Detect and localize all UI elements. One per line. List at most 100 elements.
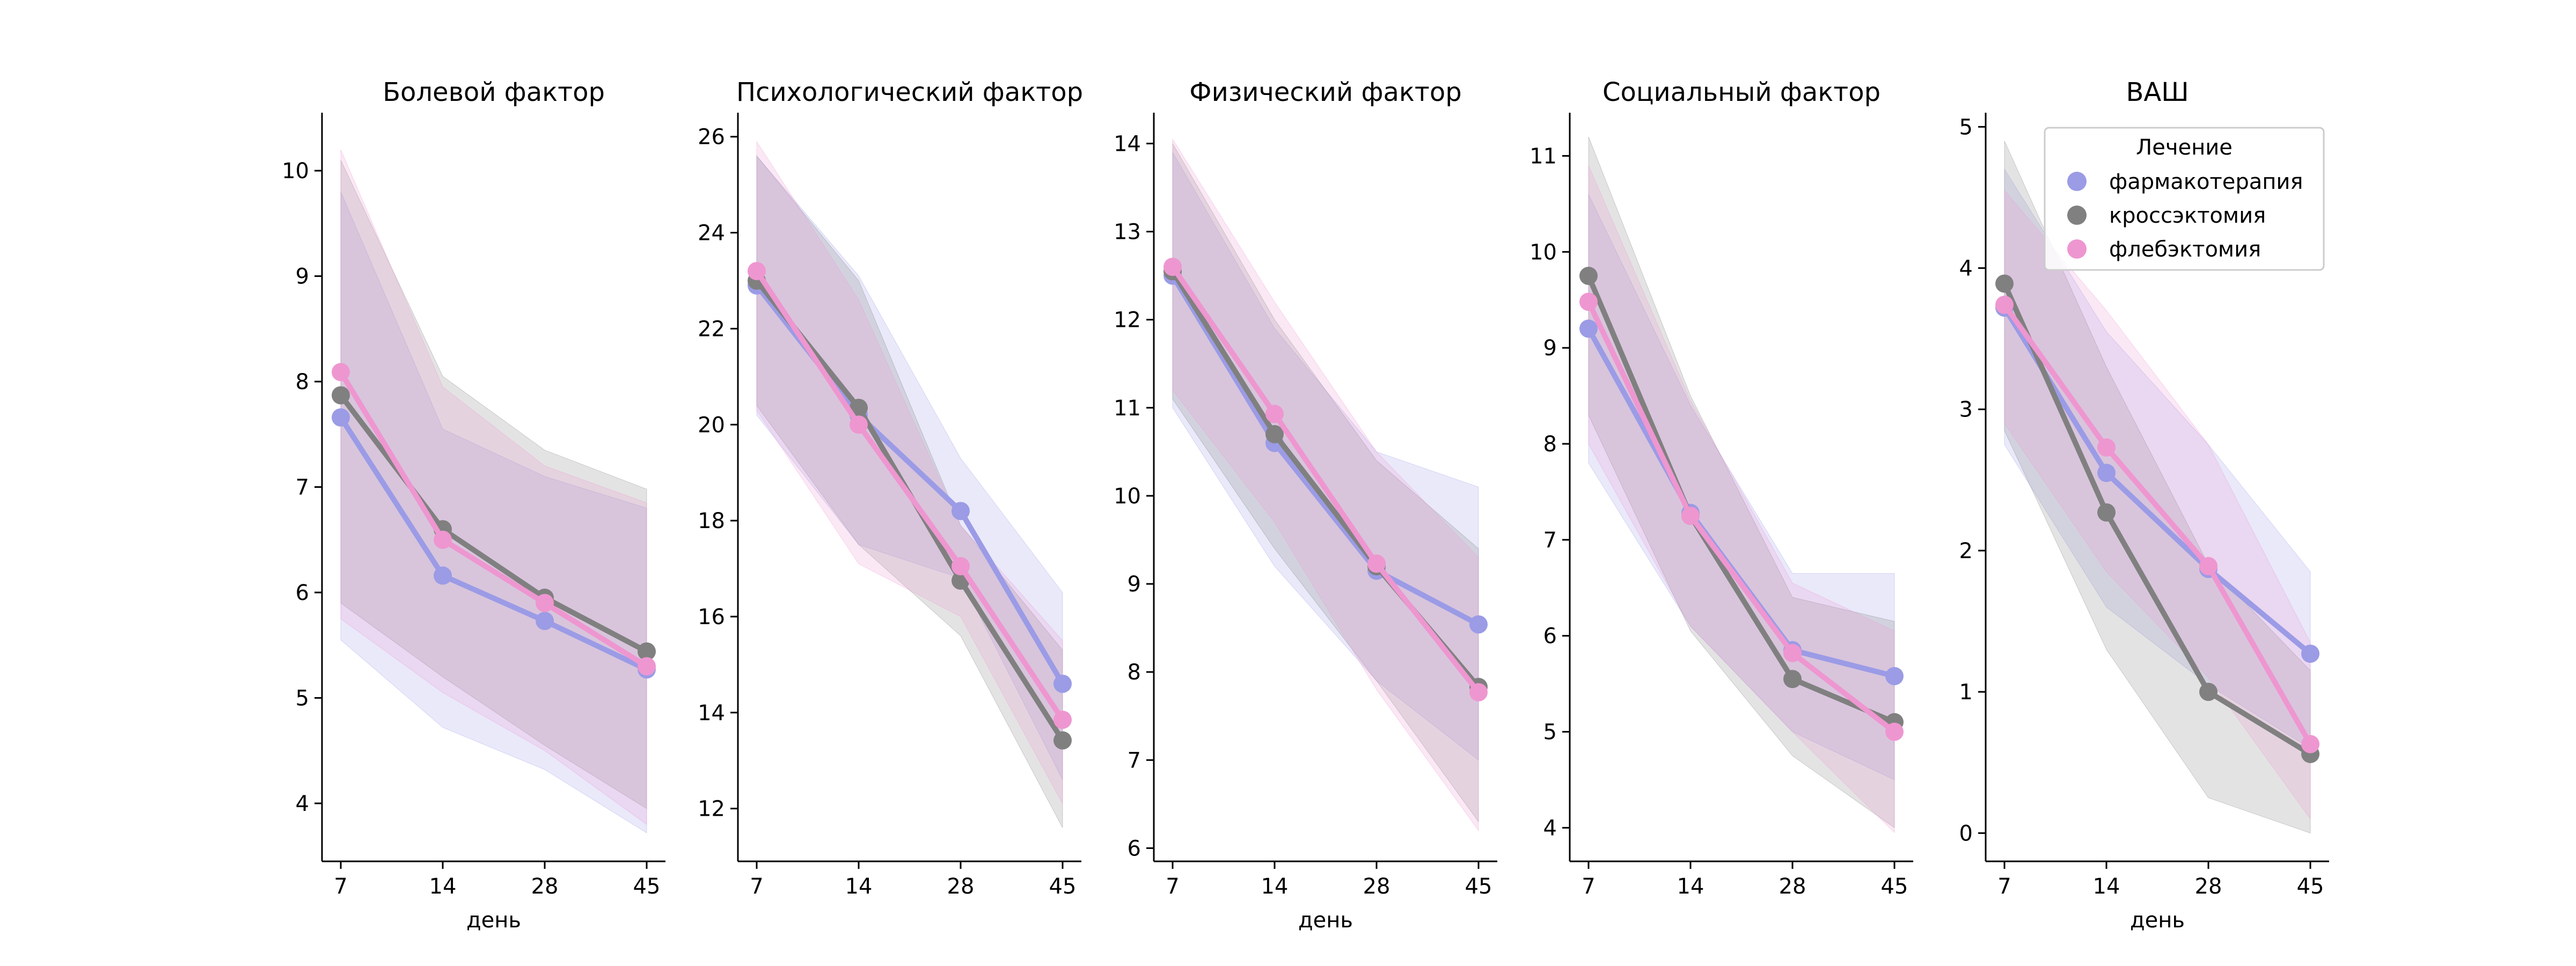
data-point-фармакотерапия-14 bbox=[434, 566, 452, 585]
x-axis-label: день bbox=[2130, 908, 2185, 933]
data-point-флебэктомия-45 bbox=[1053, 711, 1072, 729]
y-tick-label: 9 bbox=[296, 265, 309, 289]
data-point-флебэктомия-7 bbox=[748, 262, 766, 281]
x-tick-label: 45 bbox=[1465, 874, 1492, 899]
legend-marker-фармакотерапия bbox=[2067, 172, 2087, 191]
data-point-флебэктомия-7 bbox=[1579, 292, 1598, 311]
legend-box bbox=[2044, 127, 2325, 271]
series-line-кроссэктомия bbox=[2002, 281, 2313, 757]
data-point-фармакотерапия-45 bbox=[2301, 645, 2319, 663]
y-tick-label: 26 bbox=[698, 125, 725, 150]
y-tick-label: 24 bbox=[698, 221, 725, 246]
data-point-флебэктомия-45 bbox=[1469, 683, 1488, 701]
y-tick-label: 12 bbox=[1114, 308, 1141, 333]
ci-band-фармакотерапия bbox=[340, 192, 647, 833]
data-point-фармакотерапия-45 bbox=[1053, 675, 1072, 693]
y-tick-label: 7 bbox=[296, 475, 309, 500]
x-tick-label: 14 bbox=[429, 874, 457, 899]
panel-2: Психологический фактор 12 14 16 18 20 22 24 26 7 1… bbox=[698, 77, 1083, 899]
data-point-флебэктомия-28 bbox=[1367, 554, 1386, 573]
ci-band-флебэктомия bbox=[756, 140, 1063, 804]
x-tick-label: 28 bbox=[2195, 874, 2222, 899]
y-tick-label: 5 bbox=[296, 686, 309, 711]
y-tick-label: 1 bbox=[1959, 680, 1973, 705]
series-line-фармакотерапия bbox=[338, 414, 649, 672]
data-point-кроссэктомия-45 bbox=[638, 642, 656, 661]
data-point-флебэктомия-14 bbox=[2097, 438, 2116, 457]
data-point-флебэктомия-28 bbox=[2199, 557, 2218, 575]
data-point-флебэктомия-14 bbox=[1265, 405, 1284, 423]
y-tick-label: 6 bbox=[296, 581, 309, 605]
legend-entry-кроссэктомия: кроссэктомия bbox=[2109, 203, 2266, 228]
y-tick-label: 14 bbox=[1114, 131, 1141, 156]
data-point-фармакотерапия-45 bbox=[1885, 667, 1904, 685]
data-point-кроссэктомия-7 bbox=[332, 386, 350, 405]
y-tick-label: 6 bbox=[1128, 836, 1141, 861]
data-point-кроссэктомия-14 bbox=[850, 398, 868, 417]
y-tick-label: 10 bbox=[1114, 484, 1141, 509]
data-point-фармакотерапия-7 bbox=[1579, 319, 1598, 338]
data-point-флебэктомия-28 bbox=[952, 557, 970, 576]
y-tick-label: 14 bbox=[698, 701, 725, 726]
series-line-флебэктомия bbox=[754, 268, 1065, 723]
x-axis-label: день bbox=[1298, 908, 1353, 933]
x-tick-label: 7 bbox=[334, 874, 347, 899]
data-point-флебэктомия-14 bbox=[850, 415, 868, 434]
y-tick-label: 6 bbox=[1543, 624, 1557, 649]
x-tick-label: 14 bbox=[845, 874, 873, 899]
data-point-флебэктомия-7 bbox=[1995, 295, 2014, 314]
y-tick-label: 7 bbox=[1128, 748, 1141, 773]
series-line-фармакотерапия bbox=[2002, 305, 2313, 657]
y-tick-label: 9 bbox=[1543, 336, 1557, 361]
series-line-флебэктомия bbox=[338, 369, 649, 669]
data-point-фармакотерапия-45 bbox=[1469, 615, 1488, 634]
data-point-фармакотерапия-7 bbox=[332, 408, 350, 427]
x-tick-label: 45 bbox=[1881, 874, 1908, 899]
series-line-фармакотерапия bbox=[1170, 273, 1481, 627]
x-tick-label: 7 bbox=[1582, 874, 1595, 899]
y-tick-label: 10 bbox=[282, 159, 309, 184]
y-tick-label: 20 bbox=[698, 413, 725, 437]
data-point-кроссэктомия-7 bbox=[1995, 274, 2014, 293]
legend-entry-фармакотерапия: фармакотерапия bbox=[2109, 170, 2303, 194]
y-tick-label: 18 bbox=[698, 509, 725, 533]
y-tick-label: 0 bbox=[1959, 821, 1973, 846]
data-point-флебэктомия-45 bbox=[1885, 722, 1904, 741]
ci-band-кроссэктомия bbox=[340, 160, 647, 809]
y-tick-label: 5 bbox=[1959, 115, 1973, 140]
legend-entry-флебэктомия: флебэктомия bbox=[2109, 237, 2261, 262]
y-tick-label: 7 bbox=[1543, 528, 1557, 553]
panel-title: Психологический фактор bbox=[736, 77, 1083, 107]
ci-band-флебэктомия bbox=[340, 149, 647, 825]
data-point-кроссэктомия-14 bbox=[2097, 503, 2116, 522]
x-tick-label: 45 bbox=[1049, 874, 1077, 899]
y-tick-label: 2 bbox=[1959, 539, 1973, 564]
data-point-кроссэктомия-28 bbox=[1783, 670, 1802, 689]
y-tick-label: 5 bbox=[1543, 720, 1557, 745]
data-point-фармакотерапия-28 bbox=[536, 612, 554, 631]
data-point-флебэктомия-7 bbox=[1163, 258, 1182, 276]
y-tick-label: 8 bbox=[1543, 432, 1557, 457]
y-tick-label: 4 bbox=[1959, 257, 1973, 281]
y-tick-label: 16 bbox=[698, 605, 725, 630]
x-tick-label: 45 bbox=[633, 874, 661, 899]
panel-title: Социальный фактор bbox=[1602, 77, 1880, 107]
y-tick-label: 10 bbox=[1529, 240, 1557, 265]
data-point-флебэктомия-28 bbox=[536, 594, 554, 612]
series-line-кроссэктомия bbox=[1586, 273, 1897, 725]
x-tick-label: 7 bbox=[1166, 874, 1179, 899]
data-point-фармакотерапия-28 bbox=[952, 502, 970, 521]
data-point-кроссэктомия-28 bbox=[2199, 683, 2218, 701]
y-tick-label: 12 bbox=[698, 797, 725, 822]
x-tick-label: 28 bbox=[1779, 874, 1806, 899]
x-tick-label: 7 bbox=[750, 874, 763, 899]
data-point-флебэктомия-7 bbox=[332, 363, 350, 382]
series-line-флебэктомия bbox=[2002, 302, 2313, 747]
y-tick-label: 4 bbox=[296, 792, 309, 816]
data-point-фармакотерапия-14 bbox=[2097, 464, 2116, 482]
